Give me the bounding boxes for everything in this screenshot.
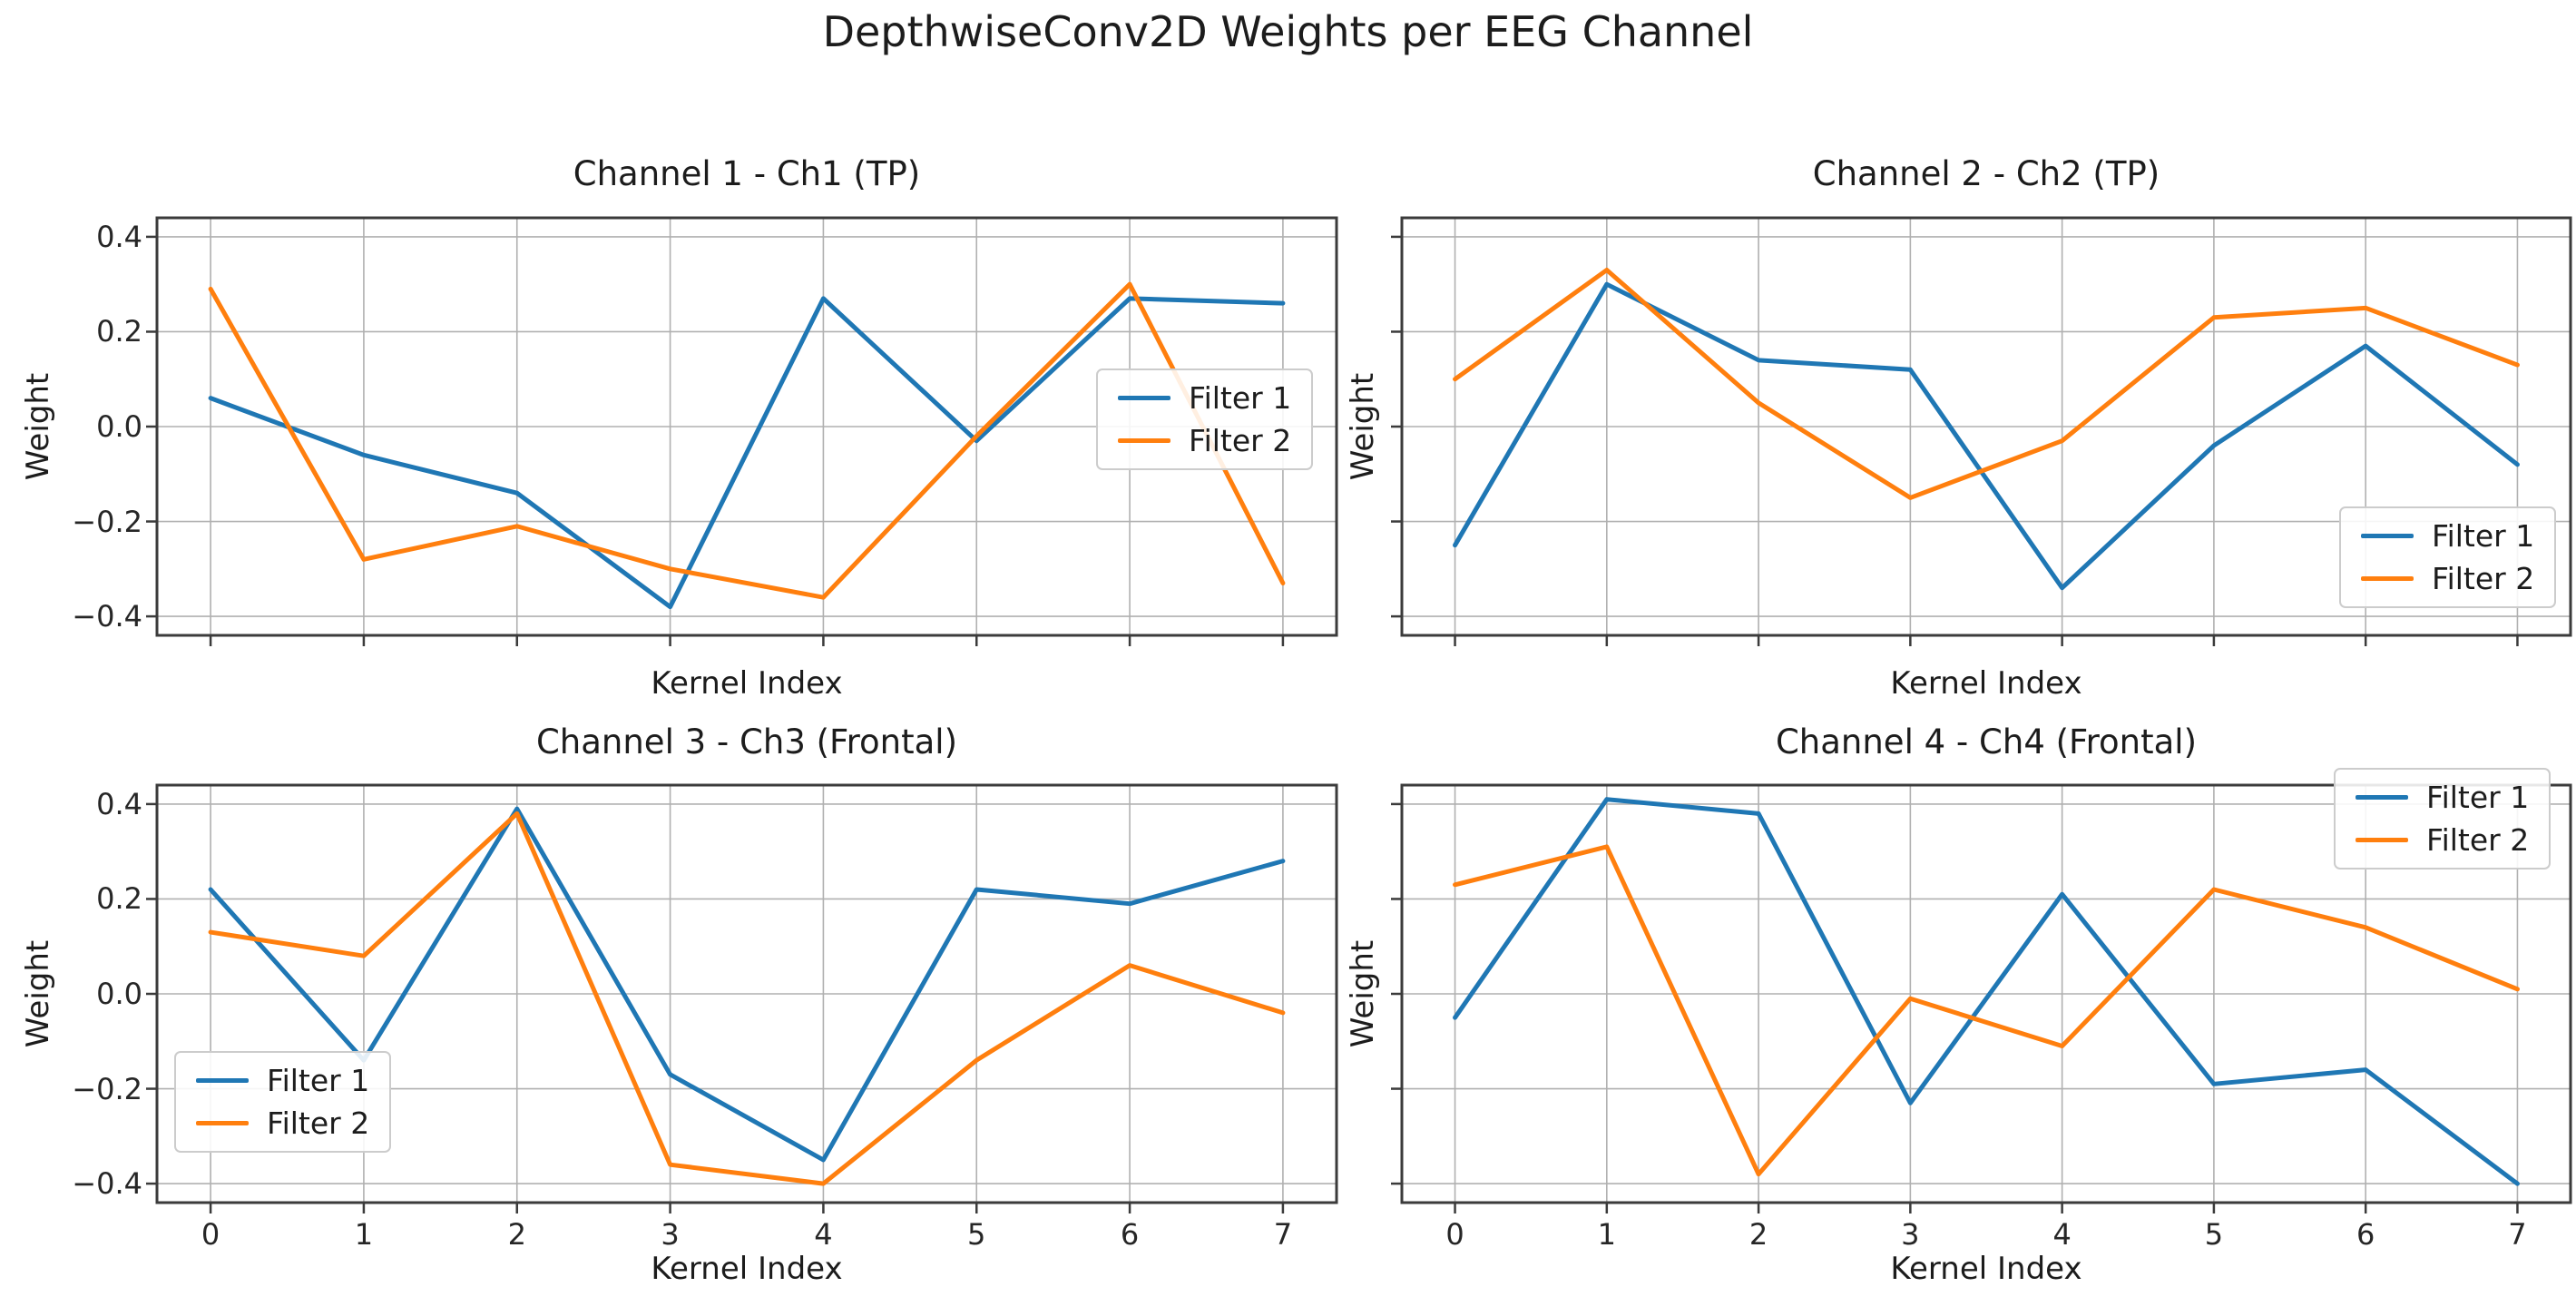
- subplot4-legend: Filter 1 Filter 2: [2334, 768, 2552, 870]
- x-tick-label: 5: [967, 1217, 986, 1252]
- filter1-line-swatch: [196, 1078, 249, 1083]
- x-tick-label: 6: [1120, 1217, 1140, 1252]
- x-tick-label: 4: [814, 1217, 833, 1252]
- subplot1-xaxis-label: Kernel Index: [651, 665, 843, 702]
- y-tick-label: 0.2: [96, 314, 142, 349]
- subplot3-xaxis-label: Kernel Index: [651, 1251, 843, 1287]
- subplot-3-filter-1-line: [208, 806, 1286, 1163]
- filter2-line-swatch: [196, 1121, 249, 1125]
- subplot2-yaxis-label: Weight: [1345, 372, 1381, 481]
- subplot4-title: Channel 4 - Ch4 (Frontal): [1775, 722, 2198, 761]
- legend-entry-filter2: Filter 2: [2361, 564, 2534, 594]
- legend-label: Filter 1: [267, 1063, 370, 1098]
- legend-entry-filter1: Filter 1: [1118, 383, 1291, 413]
- x-tick-label: 0: [1445, 1217, 1464, 1252]
- subplot3-yaxis-label: Weight: [20, 939, 56, 1048]
- legend-entry-filter1: Filter 1: [2356, 782, 2529, 812]
- subplot-4-filter-2-line: [1453, 844, 2520, 1177]
- x-tick-label: 0: [201, 1217, 220, 1252]
- legend-label: Filter 2: [1189, 423, 1292, 458]
- subplot2-xaxis-label: Kernel Index: [1890, 665, 2082, 702]
- subplot4-yaxis-label: Weight: [1345, 939, 1381, 1048]
- y-tick-label: −0.4: [72, 599, 142, 634]
- filter1-line-swatch: [2356, 795, 2408, 800]
- subplot-4-filter-1-line: [1453, 797, 2520, 1186]
- x-tick-label: 5: [2204, 1217, 2224, 1252]
- y-tick-label: 0.4: [96, 786, 142, 821]
- x-tick-label: 7: [1273, 1217, 1293, 1252]
- y-tick-label: 0.0: [96, 409, 142, 444]
- subplot1-yaxis-label: Weight: [20, 372, 56, 481]
- subplot4-xaxis-label: Kernel Index: [1890, 1251, 2082, 1287]
- x-tick-label: 2: [1748, 1217, 1768, 1252]
- y-tick-label: 0.0: [96, 977, 142, 1011]
- legend-entry-filter2: Filter 2: [1118, 426, 1291, 456]
- legend-entry-filter1: Filter 1: [2361, 521, 2534, 551]
- subplot-1-filter-2-line: [208, 281, 1286, 600]
- filter2-line-swatch: [1118, 438, 1170, 443]
- legend-label: Filter 2: [2432, 561, 2535, 596]
- legend-entry-filter2: Filter 2: [2356, 825, 2529, 855]
- legend-label: Filter 1: [1189, 380, 1292, 416]
- subplot-2-filter-1-line: [1453, 281, 2520, 591]
- legend-label: Filter 2: [267, 1105, 370, 1141]
- x-tick-label: 2: [507, 1217, 526, 1252]
- subplot3-legend: Filter 1 Filter 2: [174, 1051, 392, 1153]
- legend-label: Filter 2: [2426, 822, 2530, 858]
- filter2-line-swatch: [2356, 838, 2408, 842]
- figure-suptitle: DepthwiseConv2D Weights per EEG Channel: [822, 7, 1754, 56]
- x-tick-label: 1: [354, 1217, 374, 1252]
- subplot1-legend: Filter 1 Filter 2: [1096, 368, 1314, 470]
- subplot-1-filter-1-line: [208, 296, 1286, 610]
- filter1-line-swatch: [1118, 396, 1170, 400]
- y-tick-label: −0.2: [72, 1071, 142, 1106]
- subplot1-title: Channel 1 - Ch1 (TP): [573, 154, 921, 193]
- legend-label: Filter 1: [2426, 780, 2530, 815]
- filter1-line-swatch: [2361, 534, 2414, 538]
- y-tick-label: −0.2: [72, 504, 142, 539]
- x-tick-label: 7: [2508, 1217, 2527, 1252]
- subplot-3-filter-2-line: [208, 811, 1286, 1186]
- filter2-line-swatch: [2361, 576, 2414, 581]
- subplot3-title: Channel 3 - Ch3 (Frontal): [535, 722, 958, 761]
- x-tick-label: 4: [2052, 1217, 2072, 1252]
- legend-entry-filter2: Filter 2: [196, 1108, 369, 1138]
- legend-entry-filter1: Filter 1: [196, 1066, 369, 1096]
- legend-label: Filter 1: [2432, 518, 2535, 554]
- x-tick-label: 1: [1597, 1217, 1616, 1252]
- y-tick-label: −0.4: [72, 1166, 142, 1202]
- x-tick-label: 3: [661, 1217, 680, 1252]
- y-tick-label: 0.2: [96, 881, 142, 917]
- subplot-2-filter-2-line: [1453, 268, 2520, 500]
- y-tick-label: 0.4: [96, 219, 142, 254]
- x-tick-label: 3: [1901, 1217, 1920, 1252]
- x-tick-label: 6: [2356, 1217, 2375, 1252]
- subplot2-title: Channel 2 - Ch2 (TP): [1812, 154, 2160, 193]
- subplot2-legend: Filter 1 Filter 2: [2339, 506, 2557, 608]
